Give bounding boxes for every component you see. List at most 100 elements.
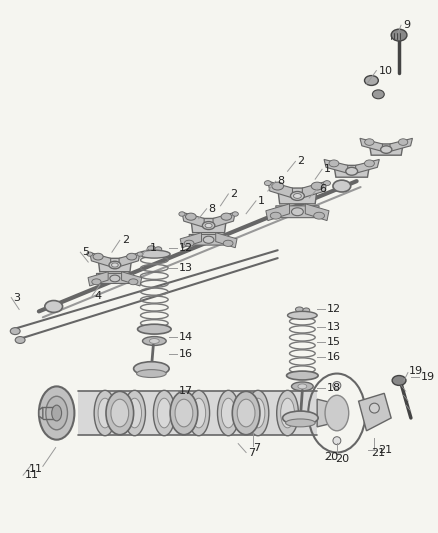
Ellipse shape [286, 419, 315, 427]
Ellipse shape [223, 240, 233, 246]
Ellipse shape [369, 403, 379, 413]
Ellipse shape [175, 399, 193, 427]
Polygon shape [215, 232, 237, 248]
Ellipse shape [157, 398, 171, 428]
Ellipse shape [232, 212, 238, 216]
Text: 6: 6 [319, 184, 326, 194]
Polygon shape [278, 188, 317, 204]
Ellipse shape [148, 246, 155, 251]
Polygon shape [119, 253, 140, 266]
Ellipse shape [184, 240, 194, 246]
Ellipse shape [170, 391, 198, 435]
Ellipse shape [138, 250, 170, 258]
Ellipse shape [52, 405, 62, 421]
Text: 1: 1 [258, 196, 265, 206]
Polygon shape [39, 407, 43, 419]
Polygon shape [359, 393, 391, 431]
Text: 20: 20 [335, 455, 349, 464]
Text: 19: 19 [421, 372, 435, 382]
Text: 12: 12 [327, 304, 341, 314]
Ellipse shape [283, 411, 318, 425]
Ellipse shape [127, 253, 137, 260]
Polygon shape [390, 139, 413, 151]
Ellipse shape [251, 398, 265, 428]
Ellipse shape [138, 324, 171, 334]
Ellipse shape [111, 399, 129, 427]
Ellipse shape [277, 390, 298, 436]
Polygon shape [360, 139, 382, 151]
Text: 8: 8 [278, 176, 285, 186]
Text: 7: 7 [253, 442, 260, 453]
Ellipse shape [192, 398, 206, 428]
Text: 13: 13 [327, 322, 341, 332]
Polygon shape [266, 204, 290, 221]
Text: 16: 16 [179, 349, 193, 359]
Ellipse shape [232, 391, 260, 435]
Ellipse shape [324, 181, 331, 185]
Ellipse shape [272, 182, 283, 190]
Polygon shape [356, 159, 379, 173]
Text: 1: 1 [149, 243, 156, 253]
Ellipse shape [203, 236, 214, 243]
Text: 21: 21 [371, 448, 385, 457]
Polygon shape [96, 273, 133, 284]
Ellipse shape [202, 222, 215, 230]
Text: 15: 15 [327, 337, 341, 347]
Text: 20: 20 [324, 453, 338, 463]
Polygon shape [305, 204, 329, 221]
Ellipse shape [290, 191, 304, 200]
Ellipse shape [124, 390, 145, 436]
Text: 11: 11 [25, 470, 39, 480]
Ellipse shape [109, 261, 121, 269]
Polygon shape [213, 212, 235, 228]
Ellipse shape [365, 139, 374, 146]
Polygon shape [182, 212, 204, 228]
Ellipse shape [112, 263, 118, 267]
Ellipse shape [311, 182, 323, 190]
Polygon shape [189, 235, 228, 245]
Ellipse shape [205, 223, 212, 228]
Text: 12: 12 [179, 243, 193, 253]
Ellipse shape [270, 212, 281, 219]
Ellipse shape [128, 398, 141, 428]
Ellipse shape [325, 395, 349, 431]
Ellipse shape [134, 362, 169, 376]
Ellipse shape [110, 275, 120, 282]
Text: 17: 17 [179, 386, 193, 397]
Text: 7: 7 [248, 448, 255, 457]
Polygon shape [180, 232, 201, 248]
Polygon shape [90, 253, 111, 266]
Text: 21: 21 [378, 445, 392, 455]
Text: 5: 5 [82, 247, 89, 257]
Text: 8: 8 [208, 204, 216, 214]
Text: 1: 1 [324, 164, 331, 174]
Ellipse shape [218, 390, 239, 436]
Ellipse shape [137, 252, 143, 256]
Ellipse shape [399, 139, 408, 146]
Ellipse shape [186, 213, 196, 220]
Ellipse shape [129, 279, 138, 285]
Ellipse shape [288, 311, 317, 319]
Bar [78, 391, 317, 435]
Ellipse shape [98, 398, 112, 428]
Ellipse shape [221, 213, 232, 220]
Ellipse shape [179, 212, 185, 216]
Ellipse shape [265, 181, 271, 185]
Polygon shape [324, 159, 348, 173]
Text: 18: 18 [327, 383, 341, 393]
Ellipse shape [381, 146, 392, 154]
Polygon shape [88, 272, 108, 286]
Ellipse shape [364, 76, 378, 85]
Ellipse shape [15, 336, 25, 343]
Ellipse shape [142, 336, 166, 345]
Text: 9: 9 [403, 20, 410, 30]
Ellipse shape [188, 390, 210, 436]
Ellipse shape [292, 382, 313, 391]
Ellipse shape [364, 160, 374, 167]
Ellipse shape [293, 193, 301, 198]
Polygon shape [268, 181, 293, 198]
Ellipse shape [222, 398, 235, 428]
Ellipse shape [346, 167, 357, 175]
Ellipse shape [153, 390, 175, 436]
Ellipse shape [281, 398, 294, 428]
